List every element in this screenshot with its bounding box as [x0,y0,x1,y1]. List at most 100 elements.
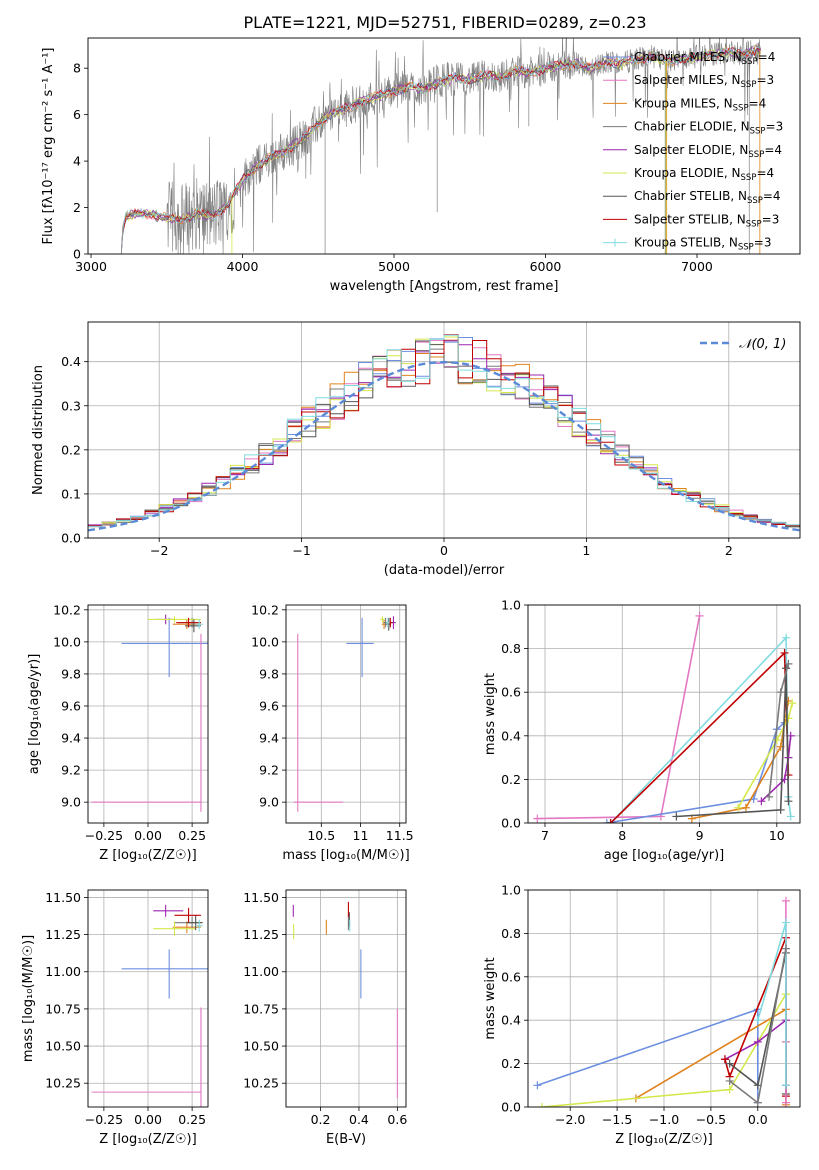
y-axis-label: age [log₁₀(age/yr)] [27,654,42,775]
weight-point-marker [782,633,791,642]
x-tick-label: 0.4 [349,1112,369,1127]
weight-point-marker [788,699,797,708]
x-tick-label: −1.5 [602,1112,632,1127]
residuals-panel: −2 −1 0 1 2 0.0 0.1 0.2 0.3 0.4 (data-model)/error… [31,321,801,578]
axes-frame [527,604,801,824]
x-tick-label: 6000 [530,259,562,274]
spectrum-plot-area [120,38,761,254]
y-tick-label: 0.0 [61,531,81,546]
weight-point-marker [776,688,785,697]
legend-label: Kroupa ELODIE, NSSP=4 [634,166,774,183]
weight-series-line [676,668,790,818]
weight-point-marker [781,918,790,927]
y-tick-label: 9.6 [61,698,81,713]
x-axis-label: mass [log₁₀(M/M☉)] [282,848,409,863]
y-tick-label: 11.00 [243,964,279,979]
weight-point-marker [725,1076,734,1085]
y-tick-label: 4 [73,154,81,169]
mass_vs_Z-panel: −0.25 0.00 0.25 10.25 10.50 10.75 11.00 11.25 11… [21,889,209,1147]
y-tick-label: 0.4 [501,1013,521,1028]
y-tick-label: 10.0 [53,634,81,649]
y-tick-label: 0.8 [501,926,521,941]
weight-point-marker [734,803,743,812]
legend-label: Chabrier ELODIE, NSSP=3 [634,120,783,137]
y-tick-label: 0.8 [501,641,521,656]
weight-point-marker [776,805,785,814]
weight-point-marker [781,1098,790,1107]
y-tick-label: 9.8 [259,666,279,681]
x-tick-label: −0.25 [85,828,123,843]
weight-series-line [610,635,792,823]
x-tick-label: 0.25 [178,828,206,843]
weight-series-line [737,702,794,809]
legend-label: Kroupa MILES, NSSP=4 [634,96,766,113]
x-tick-label: 10 [769,828,785,843]
weight-point-marker [753,1016,762,1025]
weight-series-line [606,722,786,823]
y-tick-label: 10.75 [243,1001,279,1016]
age_vs_mass-plot-area [293,616,396,812]
y-tick-label: 0.3 [61,398,81,413]
x-axis-label: wavelength [Angstrom, rest frame] [330,279,559,294]
y-tick-label: 6 [73,107,81,122]
y-tick-label: 0.2 [501,772,521,787]
weight-series-line [760,735,792,802]
y-axis-label: Normed distribution [31,365,46,495]
weight-point-marker [695,611,704,620]
x-tick-label: 7 [541,828,549,843]
y-tick-label: 9.2 [259,763,279,778]
y-tick-label: 0.1 [61,486,81,501]
x-tick-label: −0.5 [696,1112,726,1127]
x-tick-label: 4000 [227,259,259,274]
y-tick-label: 0.4 [501,728,521,743]
weight-point-marker [781,1081,790,1090]
x-tick-label: −1 [292,543,310,558]
x-tick-label: 0.25 [178,1112,206,1127]
y-tick-label: 9.4 [61,731,81,746]
spectrum-panel: 3000 4000 5000 6000 7000 0 2 4 6 8 wavelength [Ang… [41,37,801,294]
x-tick-label: 1 [582,543,590,558]
y-tick-label: 2 [73,200,81,215]
weight-point-marker [786,812,795,821]
x-tick-label: 0 [440,543,448,558]
legend-label: Kroupa STELIB, NSSP=3 [634,236,772,253]
y-tick-label: 9.0 [61,795,81,810]
x-tick-label: −2 [150,543,168,558]
y-tick-label: 0.2 [61,442,81,457]
residuals-legend: 𝒩(0, 1) [700,337,786,352]
y-axis-label: mass weight [483,673,498,755]
weight-point-marker [533,1081,542,1090]
weight-point-marker [538,1103,547,1107]
weight-point-marker [533,814,542,823]
x-axis-label: Z [log₁₀(Z/Z☉)] [615,1132,712,1147]
weight-point-marker [753,1037,762,1046]
weight-point-marker [784,659,793,668]
y-tick-label: 10.0 [251,634,279,649]
y-axis-label: Flux [fλ10⁻¹⁷ erg cm⁻² s⁻¹ A⁻¹] [41,48,56,245]
weight-point-marker [781,896,790,905]
y-tick-label: 10.50 [243,1039,279,1054]
age_vs_mass-panel: 10.5 11 11.5 9.0 9.2 9.4 9.6 9.8 10.0 10.2 mass [l… [251,602,413,863]
x-tick-label: 10.5 [307,828,335,843]
weight-point-marker [784,797,793,806]
y-tick-label: 10.75 [45,1001,81,1016]
y-tick-label: 11.25 [243,927,279,942]
x-tick-label: 8 [618,828,626,843]
legend-label: Salpeter ELODIE, NSSP=4 [634,143,782,160]
weight_vs_age-plot-area [533,611,797,823]
x-tick-label: 3000 [75,259,107,274]
weight-point-marker [672,812,681,821]
x-axis-label: E(B-V) [326,1132,366,1147]
y-tick-label: 0.6 [501,969,521,984]
weight-point-marker [606,819,615,823]
weight-point-marker [780,648,789,657]
x-tick-label: 0.00 [134,1112,162,1127]
y-tick-label: 8 [73,61,81,76]
x-tick-label: 9 [696,828,704,843]
weight-point-marker [781,944,790,953]
y-tick-label: 0 [73,247,81,262]
model-spectrum-line [120,45,761,254]
y-tick-label: 9.2 [61,763,81,778]
x-tick-label: 0.2 [311,1112,331,1127]
